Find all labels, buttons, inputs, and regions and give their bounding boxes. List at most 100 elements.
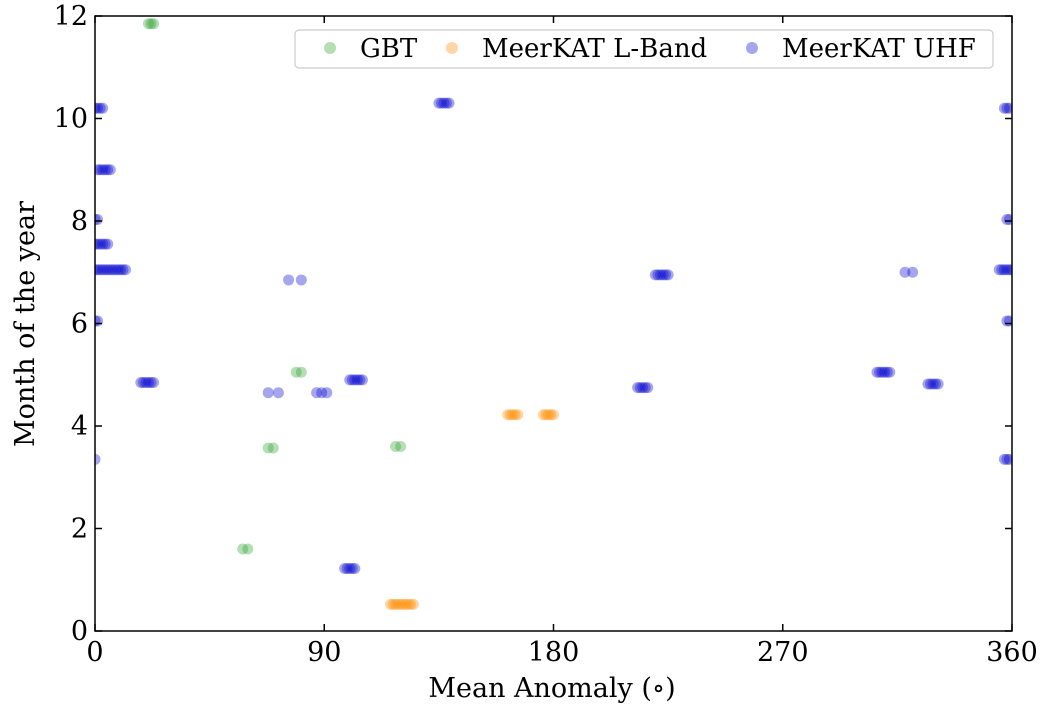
series-gbt <box>142 18 407 555</box>
y-tick-label: 2 <box>71 514 88 545</box>
data-point <box>95 102 104 114</box>
data-point <box>356 374 368 386</box>
legend-label: MeerKAT UHF <box>782 34 976 64</box>
y-tick-label: 10 <box>54 104 88 135</box>
data-point <box>120 264 132 276</box>
series-meerkat-l-band <box>384 409 559 610</box>
x-tick-label: 360 <box>986 637 1038 668</box>
data-point <box>924 378 936 390</box>
legend: GBT MeerKAT L-Band MeerKAT UHF <box>294 29 994 69</box>
y-tick-label: 4 <box>71 411 88 442</box>
data-point <box>652 269 664 281</box>
data-point <box>507 409 519 421</box>
data-point <box>540 409 552 421</box>
data-point <box>993 264 1005 276</box>
data-point <box>99 238 111 250</box>
data-point <box>95 102 101 114</box>
data-point <box>142 376 154 388</box>
data-point <box>634 382 646 394</box>
data-point <box>104 164 116 176</box>
data-point <box>95 213 101 225</box>
data-point <box>876 366 888 378</box>
data-point <box>148 18 160 30</box>
data-point <box>295 366 307 378</box>
data-point <box>107 264 119 276</box>
data-point <box>316 387 328 399</box>
data-point <box>998 453 1010 465</box>
data-point <box>660 269 672 281</box>
data-point <box>884 366 896 378</box>
data-point <box>1003 315 1012 327</box>
data-point <box>502 409 514 421</box>
data-point <box>140 376 152 388</box>
data-point <box>142 18 154 30</box>
data-point <box>654 269 666 281</box>
data-point <box>344 374 356 386</box>
y-tick-label: 12 <box>54 1 88 32</box>
data-point <box>272 387 284 399</box>
data-point <box>1001 453 1012 465</box>
data-point <box>637 382 649 394</box>
data-point <box>871 366 883 378</box>
data-point <box>95 264 106 276</box>
data-point <box>339 562 351 574</box>
data-point <box>1006 264 1012 276</box>
data-point <box>879 366 891 378</box>
data-point <box>95 238 106 250</box>
data-point <box>932 378 944 390</box>
data-point <box>102 238 114 250</box>
plot-frame <box>94 15 1013 632</box>
data-point <box>548 409 559 421</box>
data-point <box>99 264 111 276</box>
data-point <box>97 238 109 250</box>
x-tick-label: 0 <box>86 637 103 668</box>
data-point <box>1003 453 1012 465</box>
y-tick-label: 6 <box>71 309 88 340</box>
data-point <box>395 441 407 452</box>
data-point <box>998 102 1010 114</box>
data-point <box>438 97 450 109</box>
data-point <box>405 598 417 610</box>
data-point <box>899 266 911 278</box>
data-point <box>400 598 412 610</box>
data-point <box>998 264 1010 276</box>
data-point <box>390 441 402 452</box>
data-point <box>874 366 886 378</box>
data-point <box>290 366 302 378</box>
data-point <box>927 378 939 390</box>
data-points <box>95 18 1012 610</box>
data-point <box>632 382 644 394</box>
data-point <box>642 382 654 394</box>
legend-label: MeerKAT L-Band <box>482 34 707 64</box>
data-point <box>351 374 363 386</box>
data-point <box>262 387 274 399</box>
data-point <box>109 264 121 276</box>
data-point <box>922 378 934 390</box>
data-point <box>509 409 521 421</box>
data-point <box>262 442 274 454</box>
data-point <box>881 366 893 378</box>
data-point <box>537 409 549 421</box>
data-point <box>95 264 104 276</box>
data-point <box>102 264 114 276</box>
x-tick-label: 180 <box>528 637 580 668</box>
data-point <box>95 213 104 225</box>
data-point <box>135 376 147 388</box>
data-point <box>512 409 524 421</box>
data-point <box>504 409 516 421</box>
data-point <box>95 264 101 276</box>
data-point <box>392 598 404 610</box>
data-point <box>95 164 104 176</box>
data-point <box>114 264 126 276</box>
data-point <box>1003 213 1012 225</box>
data-point <box>1001 264 1012 276</box>
data-point <box>137 376 149 388</box>
data-point <box>397 598 409 610</box>
data-point <box>95 238 101 250</box>
legend-marker <box>746 42 758 54</box>
data-point <box>237 543 249 555</box>
data-point <box>344 562 356 574</box>
data-point <box>349 562 361 574</box>
x-tick-label: 270 <box>757 637 809 668</box>
data-point <box>95 238 104 250</box>
